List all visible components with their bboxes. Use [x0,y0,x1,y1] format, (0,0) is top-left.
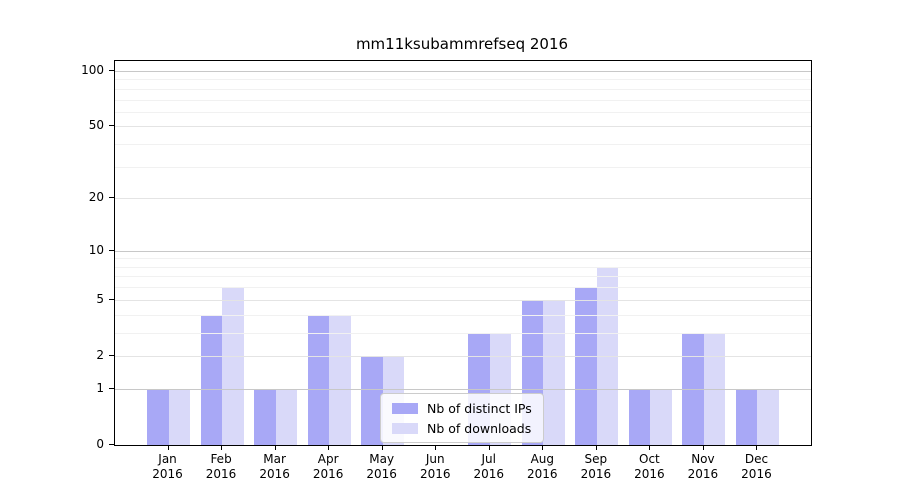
x-tick-mark [595,445,597,450]
y-tick-label: 20 [88,190,104,205]
gridline-major [115,388,811,390]
y-tick-label: 100 [81,63,104,77]
x-tick-mark [328,445,330,450]
y-tick-label: 50 [88,118,104,133]
x-tick-label: Dec 2016 [741,452,772,481]
x-tick-mark [488,445,490,450]
x-tick-mark [756,445,758,450]
bar-ips-nov [682,332,704,445]
gridline-minor [115,99,811,101]
bar-downloads-feb [222,287,244,445]
gridline-major [115,299,811,301]
x-tick-mark [221,445,223,450]
chart-title: mm11ksubammrefseq 2016 [355,35,569,53]
bar-ips-may [361,355,383,445]
y-tick-label: 5 [96,291,104,306]
legend-swatch-distinct-ips [392,402,418,414]
x-tick-label: Sep 2016 [580,452,612,481]
x-tick-label: Nov 2016 [687,452,719,481]
x-tick-label: Jul 2016 [473,452,505,481]
y-tick-label: 10 [88,242,104,257]
legend-swatch-downloads [392,422,418,434]
gridline-minor [115,266,811,268]
plot-area [114,60,812,446]
x-tick-mark [702,445,704,450]
gridline-major [115,198,811,200]
bar-ips-oct [628,388,651,445]
x-tick-label: May 2016 [366,452,397,481]
x-tick-label: Jan 2016 [152,452,183,481]
x-tick-mark [381,445,383,450]
x-tick-label: Apr 2016 [312,452,344,481]
y-tick-label: 2 [96,347,104,362]
bar-downloads-sep [596,266,619,445]
y-tick-label: 1 [96,380,104,395]
x-tick-label: Feb 2016 [205,452,237,481]
bar-ips-sep [575,287,597,445]
bar-downloads-jan [168,388,191,445]
y-tick-mark [109,249,114,251]
y-tick-mark [109,125,114,127]
x-tick-mark [435,445,437,450]
y-tick-label: 0 [96,437,104,451]
bar-ips-feb [200,314,223,445]
x-tick-label: Oct 2016 [634,452,665,481]
x-tick-mark [167,445,169,450]
legend-label-distinct-ips: Nb of distinct IPs [427,400,532,416]
legend-label-downloads: Nb of downloads [427,420,532,436]
x-tick-label: Aug 2016 [527,452,558,481]
gridline-major [115,355,811,357]
gridline-major [115,126,811,128]
bar-downloads-aug [543,299,565,445]
bar-ips-jan [147,388,169,445]
y-tick-mark [109,70,114,71]
gridline-minor [115,88,811,90]
gridline-minor [115,276,811,278]
gridline-major [115,71,811,72]
bar-downloads-dec [757,388,779,445]
bar-ips-apr [307,314,330,445]
y-tick-mark [109,354,114,356]
bar-downloads-apr [329,314,351,445]
bar-downloads-mar [275,388,298,445]
bar-downloads-nov [703,332,726,445]
bar-downloads-oct [650,388,672,445]
gridline-minor [115,287,811,289]
y-tick-mark [109,298,114,300]
legend-item-distinct-ips: Nb of distinct IPs [392,400,532,416]
gridline-minor [115,166,811,168]
bar-ips-mar [254,388,276,445]
x-tick-label: Mar 2016 [259,452,290,481]
gridline-minor [115,314,811,316]
gridline-major [115,250,811,252]
gridline-minor [115,111,811,113]
y-tick-mark [109,387,114,389]
x-tick-mark [274,445,276,450]
x-tick-label: Jun 2016 [419,452,451,481]
x-tick-mark [649,445,651,450]
gridline-minor [115,258,811,260]
x-tick-mark [542,445,544,450]
legend: Nb of distinct IPs Nb of downloads [380,393,544,443]
gridline-minor [115,144,811,146]
gridline-minor [115,79,811,81]
bar-ips-dec [735,388,758,445]
gridline-minor [115,332,811,334]
y-tick-mark [109,197,114,199]
y-tick-mark [109,444,114,445]
legend-item-downloads: Nb of downloads [392,420,532,436]
